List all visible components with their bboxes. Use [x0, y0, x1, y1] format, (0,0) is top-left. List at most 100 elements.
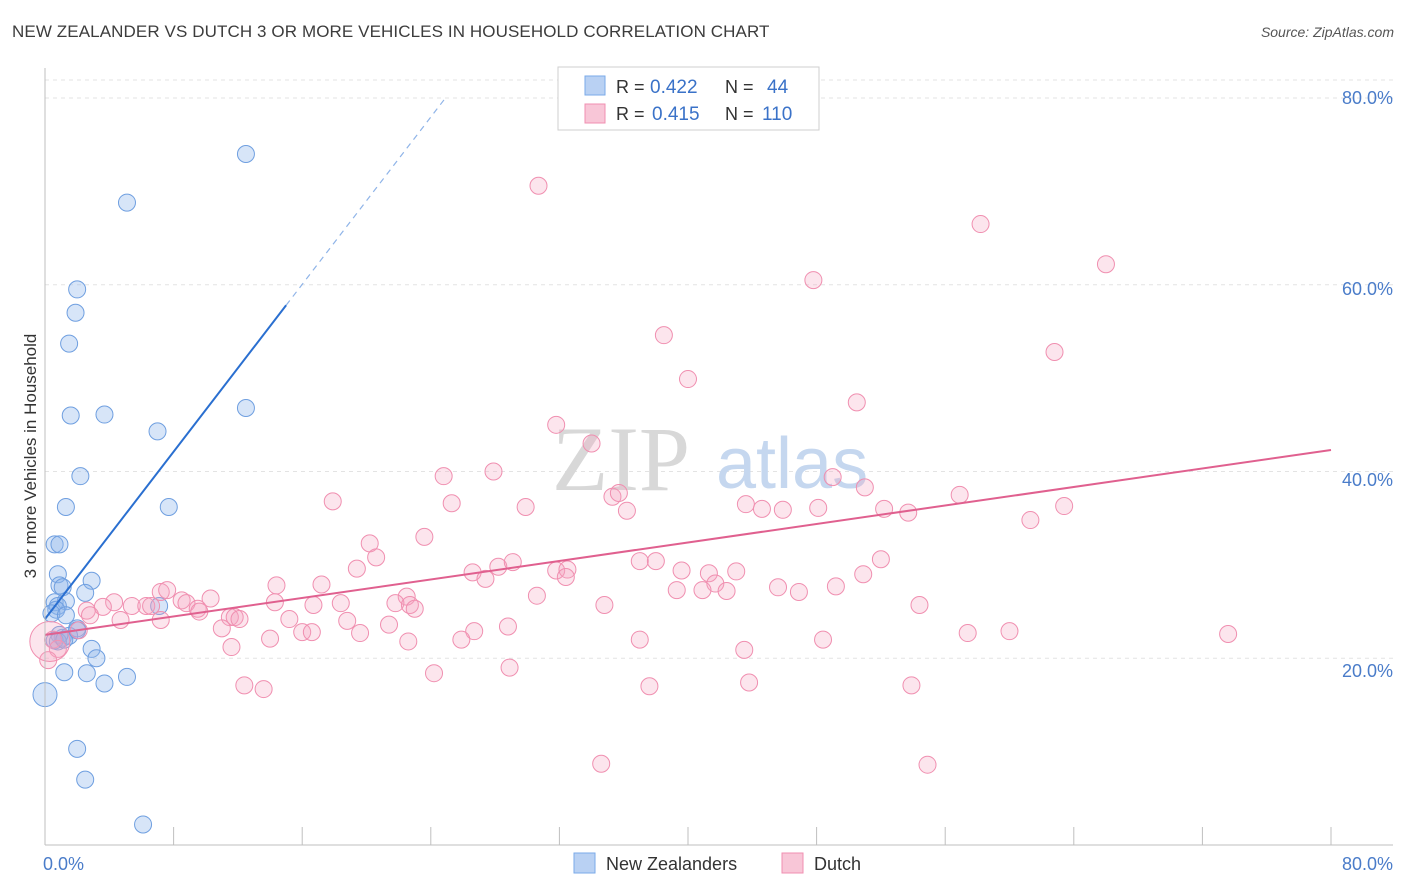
dutch-point [654, 326, 673, 345]
dutch-point [137, 596, 156, 615]
dutch-point [789, 582, 808, 601]
y-axis-label: 3 or more Vehicles in Household [21, 334, 40, 579]
series-new-zealanders [32, 145, 255, 834]
new-zealander-point [82, 639, 101, 658]
dutch-point [855, 478, 874, 497]
x-tick-label-max: 80.0% [1342, 854, 1393, 874]
dutch-point [823, 468, 842, 487]
dutch-point [405, 599, 424, 618]
legend-r-label-2: R = [616, 104, 645, 124]
dutch-point [151, 582, 170, 601]
dutch-point [740, 673, 759, 692]
trend-line-dutch [44, 449, 1332, 636]
y-tick-label-20: 20.0% [1342, 661, 1393, 681]
y-tick-label-40: 40.0% [1342, 470, 1393, 490]
dutch-point [498, 617, 517, 636]
new-zealander-point [60, 334, 79, 353]
dutch-point [415, 527, 434, 546]
dutch-point [476, 569, 495, 588]
new-zealander-point [55, 663, 74, 682]
dutch-point [172, 591, 191, 610]
dutch-point [667, 581, 686, 600]
dutch-point [312, 575, 331, 594]
dutch-point [693, 581, 712, 600]
dutch-point [177, 594, 196, 613]
dutch-point [280, 610, 299, 629]
dutch-point [425, 664, 444, 683]
dutch-point [902, 676, 921, 695]
dutch-point [558, 560, 577, 579]
dutch-point [81, 606, 100, 625]
new-zealander-point [77, 664, 96, 683]
dutch-point [672, 561, 691, 580]
legend: R = 0.422 N = 44 R = 0.415 N = 110 [557, 66, 820, 131]
dutch-point [826, 577, 845, 596]
dutch-point [105, 593, 124, 612]
dutch-point [367, 548, 386, 567]
gridlines [45, 79, 1393, 659]
dutch-point [556, 568, 575, 587]
legend-r-value-2: 0.415 [652, 104, 700, 125]
dutch-point [582, 434, 601, 453]
dutch-point [717, 582, 736, 601]
dutch-point [630, 552, 649, 571]
dutch-point [386, 594, 405, 613]
dutch-point [699, 564, 718, 583]
dutch-point [1000, 622, 1019, 641]
y-tick-label-60: 60.0% [1342, 279, 1393, 299]
new-zealander-point [76, 583, 95, 602]
new-zealander-point [66, 303, 85, 322]
dutch-point [304, 596, 323, 615]
y-tick-label-80: 80.0% [1342, 88, 1393, 108]
chart-title: NEW ZEALANDER VS DUTCH 3 OR MORE VEHICLE… [12, 22, 770, 41]
dutch-point [527, 586, 546, 605]
trend-lines [44, 95, 1332, 636]
new-zealander-point [68, 739, 87, 758]
new-zealander-point [159, 497, 178, 516]
dutch-point [323, 492, 342, 511]
dutch-point [201, 589, 220, 608]
dutch-point [293, 623, 312, 642]
dutch-point [338, 611, 357, 630]
dutch-point [918, 755, 937, 774]
dutch-point [617, 501, 636, 520]
dutch-point [399, 632, 418, 651]
dutch-point [516, 497, 535, 516]
dutch-point [630, 630, 649, 649]
new-zealander-point [95, 405, 114, 424]
dutch-point [452, 630, 471, 649]
dutch-point [331, 594, 350, 613]
dutch-point [871, 550, 890, 569]
series-dutch [29, 176, 1238, 774]
dutch-point [158, 581, 177, 600]
new-zealander-point [95, 674, 114, 693]
new-zealander-point [87, 649, 106, 668]
new-zealander-point [45, 535, 64, 554]
dutch-point [609, 483, 628, 502]
dutch-point [222, 638, 241, 657]
dutch-point [122, 596, 141, 615]
dutch-point [640, 677, 659, 696]
new-zealander-point [236, 145, 255, 164]
dutch-point [1096, 255, 1115, 274]
dutch-point [351, 624, 370, 643]
dutch-point [267, 576, 286, 595]
bottom-legend-swatch-new-zealanders [573, 852, 596, 874]
dutch-point [230, 610, 249, 629]
dutch-point [679, 370, 697, 389]
dutch-point [769, 578, 788, 597]
dutch-point [727, 562, 746, 581]
dutch-point [529, 176, 548, 195]
legend-n-label-1: N = [725, 77, 754, 97]
dutch-point [595, 596, 614, 615]
dutch-point [235, 676, 254, 695]
dutch-point [1055, 497, 1074, 516]
dutch-point [1045, 342, 1064, 361]
dutch-point [773, 500, 792, 519]
legend-r-value-1: 0.422 [650, 77, 698, 98]
legend-swatch-new-zealanders [584, 75, 606, 96]
trend-line-new-zealanders-extension [285, 95, 448, 306]
x-tick-label-min: 0.0% [43, 854, 84, 874]
new-zealander-point [134, 815, 153, 834]
